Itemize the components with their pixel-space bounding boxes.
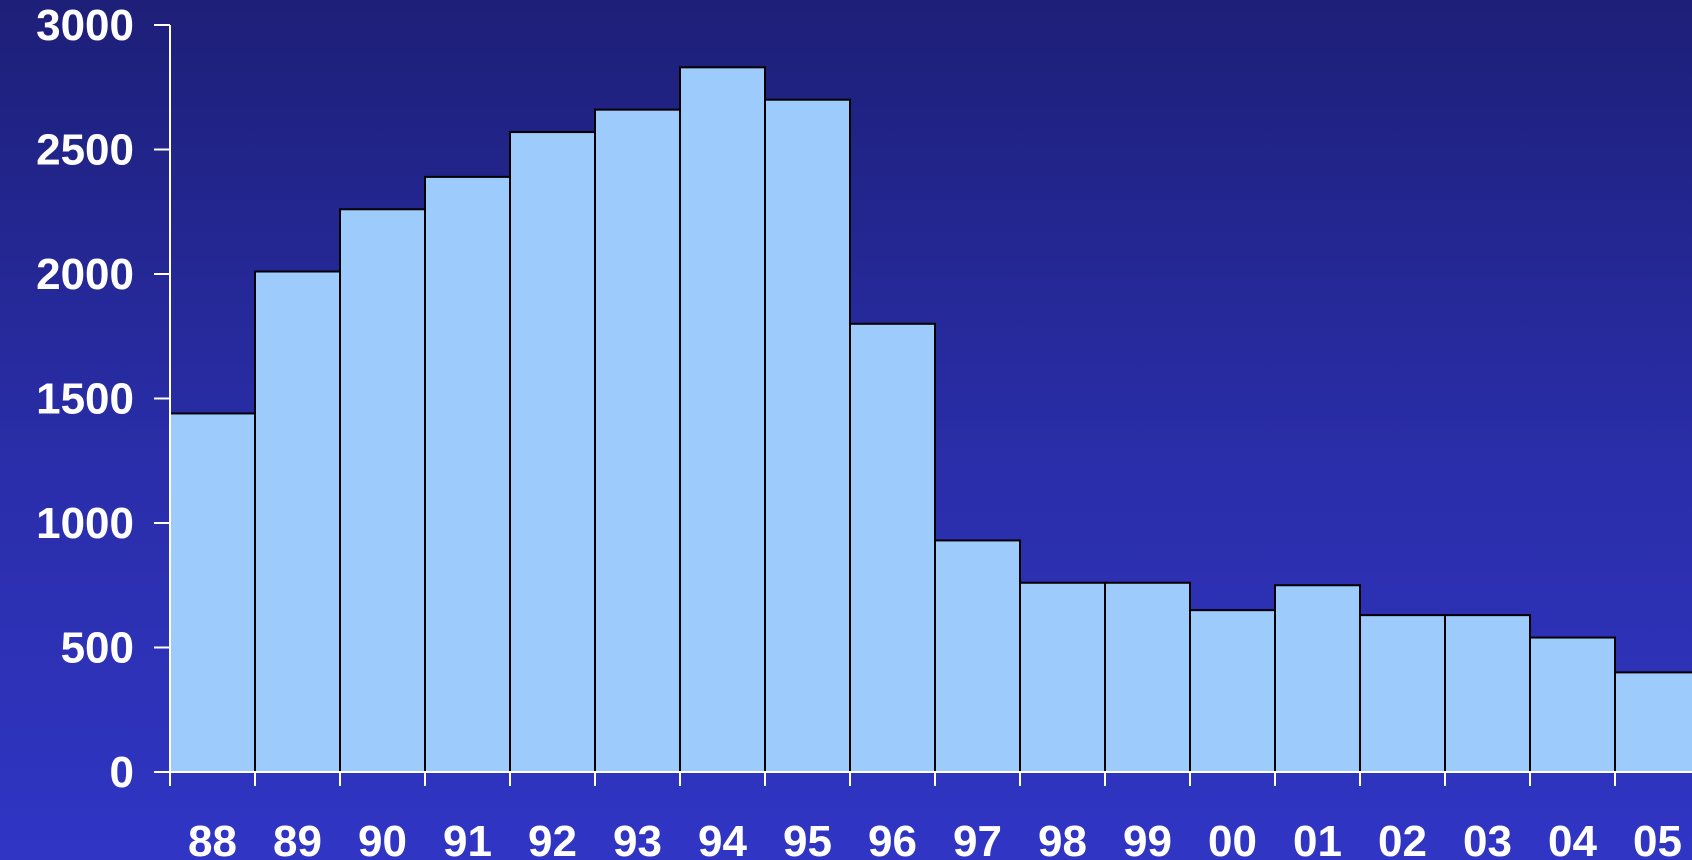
x-tick-label-93: 93: [613, 817, 662, 860]
x-tick-label-89: 89: [273, 817, 322, 860]
y-tick-label-2500: 2500: [36, 126, 134, 175]
x-tick-label-04: 04: [1548, 817, 1597, 860]
x-tick-label-99: 99: [1123, 817, 1172, 860]
bar-99: [1104, 581, 1191, 774]
x-tick-label-05: 05: [1633, 817, 1682, 860]
y-tick-labels: 0 500 1000 1500 2000 2500 3000: [36, 1, 134, 797]
x-tick-label-00: 00: [1208, 817, 1257, 860]
bar-04: [1529, 636, 1616, 773]
x-tick-label-94: 94: [698, 817, 747, 860]
x-tick-label-03: 03: [1463, 817, 1512, 860]
bar-91: [424, 175, 511, 773]
bar-97: [934, 539, 1021, 773]
x-tick-label-90: 90: [358, 817, 407, 860]
x-tick-label-98: 98: [1038, 817, 1087, 860]
bar-95: [764, 98, 851, 773]
x-tick-label-88: 88: [188, 817, 237, 860]
bar-96: [849, 322, 936, 773]
bar-94: [679, 66, 766, 773]
axes-group: [154, 24, 1692, 786]
bar-01: [1274, 584, 1361, 773]
bar-03: [1444, 614, 1531, 773]
bar-00: [1189, 609, 1276, 774]
x-tick-label-97: 97: [953, 817, 1002, 860]
bar-89: [254, 270, 341, 773]
x-tick-labels: 88 89 90 91 92 93 94 95 96 97 98 99 00 01 02 03 04 05: [188, 817, 1682, 860]
bar-90: [339, 208, 426, 773]
x-tick-label-96: 96: [868, 817, 917, 860]
bar-05: [1614, 671, 1692, 774]
bars-group: [169, 66, 1692, 774]
bar-98: [1019, 581, 1106, 774]
x-tick-label-02: 02: [1378, 817, 1427, 860]
x-tick-label-95: 95: [783, 817, 832, 860]
y-tick-label-1500: 1500: [36, 375, 134, 424]
y-tick-label-1000: 1000: [36, 499, 134, 548]
y-tick-label-2000: 2000: [36, 250, 134, 299]
bar-88: [169, 412, 256, 773]
x-tick-label-01: 01: [1293, 817, 1342, 860]
x-tick-label-91: 91: [443, 817, 492, 860]
bar-02: [1359, 614, 1446, 773]
y-tick-label-500: 500: [61, 624, 134, 673]
y-tick-label-0: 0: [110, 748, 134, 797]
bar-92: [509, 131, 596, 773]
bar-93: [594, 108, 681, 774]
x-tick-label-92: 92: [528, 817, 577, 860]
y-tick-label-3000: 3000: [36, 1, 134, 50]
